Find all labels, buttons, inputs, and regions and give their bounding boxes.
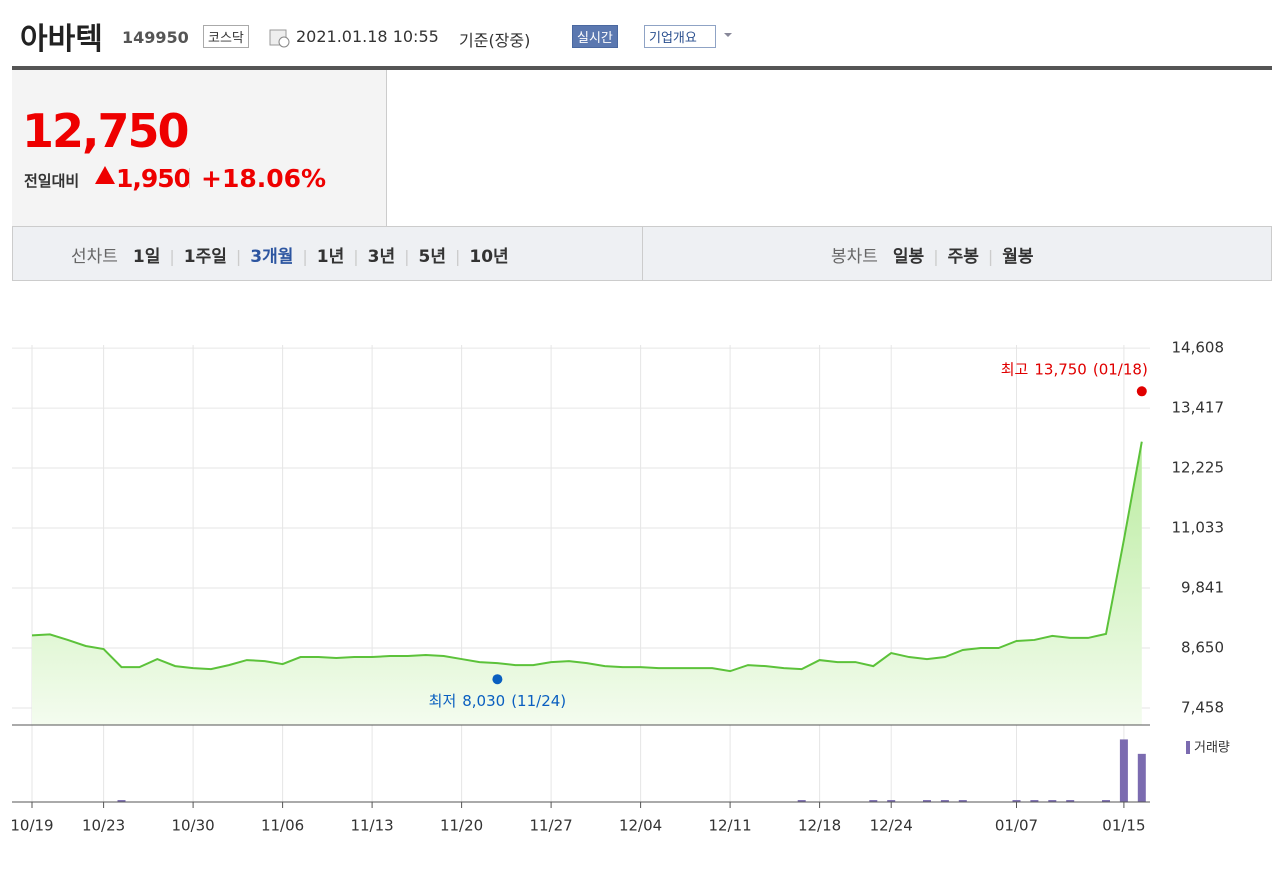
volume-bar — [797, 800, 806, 802]
x-tick-label: 11/06 — [261, 817, 304, 835]
annotation-dot — [1136, 386, 1147, 397]
annotation-text: 최저 — [429, 692, 457, 710]
x-tick-label: 12/11 — [708, 817, 751, 835]
x-tick-label: 01/15 — [1102, 817, 1145, 835]
separator: | — [987, 247, 994, 266]
top-rule — [12, 66, 1272, 70]
change-label: 전일대비 — [24, 172, 80, 190]
volume-bar — [1012, 800, 1021, 802]
separator: | — [302, 247, 308, 266]
tab[interactable]: 3년 — [367, 247, 396, 267]
datetime: 2021.01.18 10:55 — [296, 27, 439, 46]
y-tick-label: 9,841 — [1181, 579, 1224, 597]
separator: | — [235, 247, 242, 266]
x-tick-label: 12/04 — [619, 817, 662, 835]
basis: 기준(장중) — [459, 31, 531, 50]
tab[interactable]: 주봉 — [947, 247, 979, 267]
x-tick-label: 11/27 — [529, 817, 572, 835]
annotation-dot — [492, 674, 503, 685]
volume-bar — [1119, 739, 1128, 802]
volume-bar — [887, 800, 896, 802]
y-tick-label: 12,225 — [1172, 459, 1225, 477]
volume-bar — [1066, 800, 1075, 802]
annotation-date: (01/18) — [1093, 360, 1148, 378]
divider — [189, 168, 190, 188]
up-arrow — [95, 166, 115, 184]
separator: | — [353, 247, 359, 266]
y-tick-label: 11,033 — [1172, 519, 1225, 537]
tab-bar: 선차트 1일 | 1주일 | 3개월 | 1년 | 3년 | 5년 | 10년 봉차트 일봉 | 주봉 | 월봉 — [12, 226, 1272, 281]
separator: | — [933, 247, 939, 266]
tab[interactable]: 1일 — [132, 247, 161, 267]
line-tabs: 선차트 1일 | 1주일 | 3개월 | 1년 | 3년 | 5년 | 10년 — [71, 242, 518, 267]
y-tick-label: 7,458 — [1181, 698, 1224, 716]
divider — [642, 227, 643, 280]
annotation-date: (11/24) — [511, 692, 566, 710]
volume-bar — [117, 800, 126, 802]
x-tick-label: 10/30 — [171, 817, 214, 835]
x-tick-label: 11/20 — [440, 817, 483, 835]
stock-code: 149950 — [122, 28, 189, 47]
volume-bar — [1030, 800, 1039, 802]
calendar-icon — [269, 29, 290, 48]
volume-bar — [1048, 800, 1057, 802]
volume-bar — [923, 800, 931, 802]
separator: | — [454, 247, 461, 266]
candle-tabs: 봉차트 일봉 | 주봉 | 월봉 — [831, 242, 1043, 267]
volume-bar — [940, 800, 949, 802]
separator: | — [169, 247, 175, 266]
y-tick-label: 8,650 — [1181, 638, 1224, 656]
x-tick-label: 12/18 — [798, 817, 841, 835]
realtime-button[interactable]: 실시간 — [572, 25, 618, 48]
change: 1,950 — [116, 164, 191, 193]
dropdown-arrow — [724, 33, 732, 41]
x-tick-label: 12/24 — [870, 817, 913, 835]
legend-swatch — [1186, 741, 1190, 754]
x-tick-label: 11/13 — [350, 817, 393, 835]
annotation-value-label: 8,030 — [462, 692, 505, 710]
price-box: 12,750 전일대비 1,950 +18.06% — [12, 70, 387, 226]
tab[interactable]: 1년 — [316, 247, 345, 267]
stock-name: 아바텍 — [20, 22, 103, 57]
tab[interactable]: 월봉 — [1002, 247, 1034, 267]
change-rate: +18.06% — [201, 164, 327, 193]
volume-bar — [1137, 753, 1146, 802]
volume-bar — [958, 800, 967, 802]
x-tick-label: 10/19 — [10, 817, 53, 835]
tab[interactable]: 1주일 — [183, 247, 227, 267]
x-tick-label: 01/07 — [995, 817, 1038, 835]
annotation: 최고 13,750 (01/18) — [1001, 360, 1148, 378]
tab[interactable]: 10년 — [469, 247, 509, 267]
x-tick-label: 10/23 — [82, 817, 125, 835]
price-area — [32, 441, 1142, 725]
tab-label: 봉차트 — [831, 247, 878, 267]
volume-bar — [1102, 800, 1110, 802]
y-tick-label: 13,417 — [1172, 399, 1225, 417]
tab[interactable]: 5년 — [418, 247, 446, 267]
annotation: 최저 8,030 (11/24) — [429, 692, 567, 710]
annotation-value-label: 13,750 — [1034, 360, 1087, 378]
price-line — [31, 441, 1143, 673]
company-button[interactable]: 기업개요 — [644, 25, 716, 48]
separator: | — [404, 247, 410, 266]
market-badge: 코스닥 — [203, 25, 249, 48]
y-tick-label: 14,608 — [1172, 339, 1225, 357]
current-price: 12,750 — [22, 104, 190, 158]
legend-label: 거래량 — [1194, 741, 1230, 756]
tab-label: 선차트 — [71, 247, 118, 267]
volume-bar — [869, 800, 878, 802]
tab[interactable]: 일봉 — [892, 247, 925, 267]
annotation-text: 최고 — [1001, 360, 1029, 378]
tab[interactable]: 3개월 — [250, 247, 294, 267]
